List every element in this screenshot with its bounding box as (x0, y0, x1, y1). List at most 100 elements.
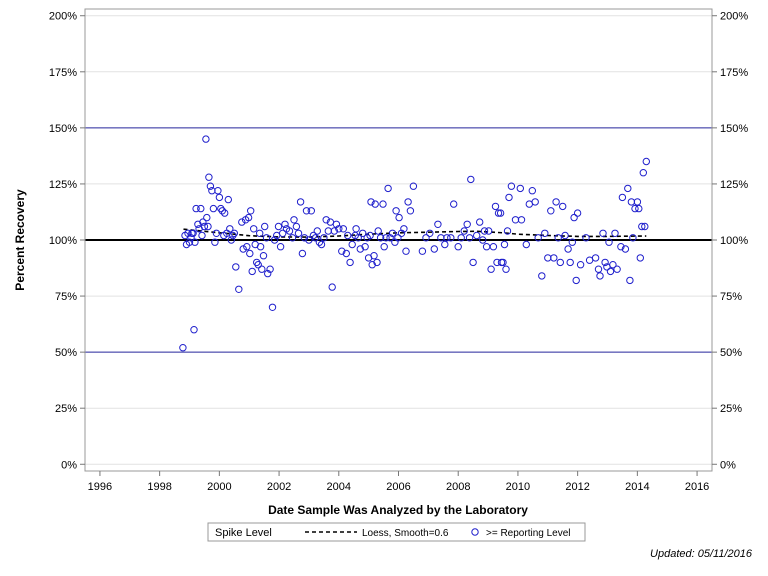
data-point (397, 229, 406, 238)
y-tick-label: 175% (49, 67, 77, 79)
data-point (517, 216, 526, 224)
y-tick-label-right: 100% (720, 235, 748, 247)
data-point (605, 238, 613, 246)
x-axis-title: Date Sample Was Analyzed by the Laborato… (268, 503, 528, 517)
data-point (395, 213, 403, 222)
y-tick-label-right: 25% (720, 403, 742, 415)
reference-lines (85, 127, 712, 353)
legend: Spike Level Loess, Smooth=0.6 >= Reporti… (207, 522, 586, 542)
data-point (476, 218, 484, 226)
data-point (200, 222, 209, 231)
data-point (256, 229, 264, 238)
data-point (570, 213, 578, 222)
x-axis: 1996 1998 2000 2002 2004 2006 2008 2010 2012 2014… (88, 471, 709, 493)
data-point (426, 229, 434, 238)
data-point (485, 227, 493, 235)
updated-footnote: Updated: 05/11/2016 (650, 548, 752, 560)
data-point (561, 231, 569, 240)
data-point (460, 227, 468, 235)
data-point (409, 182, 418, 190)
data-point (494, 209, 503, 217)
data-point (552, 198, 560, 206)
data-point (285, 227, 294, 235)
data-point (392, 207, 400, 215)
data-point (332, 220, 341, 229)
data-point (298, 249, 307, 258)
y-tick-label-right: 125% (720, 179, 748, 191)
data-point (300, 234, 309, 242)
legend-title: Spike Level (215, 527, 272, 539)
data-point (400, 225, 408, 233)
x-tick-label: 2008 (446, 481, 470, 493)
data-point (384, 184, 392, 193)
data-point (270, 236, 279, 244)
y-tick-label: 150% (49, 123, 77, 135)
data-point (218, 207, 227, 215)
loess-line (183, 228, 647, 238)
data-point (302, 207, 311, 215)
data-point (235, 285, 243, 293)
data-point (627, 198, 636, 206)
data-point (418, 247, 427, 255)
data-point (322, 216, 330, 224)
data-point (621, 245, 630, 253)
data-point (232, 263, 240, 271)
data-point (487, 265, 495, 273)
x-tick-label: 2012 (565, 481, 589, 493)
data-point (246, 249, 254, 258)
data-point (192, 204, 200, 213)
y-axis-left: 0% 25% 50% 75% 100% 125% 150% 175% 200% (49, 11, 85, 471)
data-point (434, 220, 442, 229)
y-tick-label-right: 50% (720, 347, 742, 359)
data-point (534, 234, 542, 242)
data-point (211, 238, 219, 246)
y-tick-label: 25% (55, 403, 77, 415)
data-point (203, 213, 211, 222)
data-point (239, 245, 247, 253)
data-point (288, 234, 297, 242)
data-point (324, 227, 332, 235)
data-point (215, 193, 224, 202)
x-tick-label: 2004 (327, 481, 351, 493)
data-point (480, 227, 489, 235)
data-point (386, 234, 394, 242)
data-point (206, 182, 215, 190)
data-point (315, 238, 324, 246)
data-point (276, 243, 285, 251)
data-point (601, 258, 609, 267)
y-axis-title: Percent Recovery (13, 189, 27, 291)
data-point (496, 209, 505, 217)
data-point (224, 195, 233, 204)
y-tick-label: 125% (49, 179, 77, 191)
data-point (606, 267, 615, 276)
data-point (500, 240, 509, 249)
data-point (404, 198, 412, 206)
data-point (376, 234, 385, 242)
data-point (541, 229, 549, 238)
data-point (450, 200, 458, 208)
legend-marker-swatch (471, 528, 479, 536)
data-point (473, 231, 481, 240)
data-point (185, 238, 194, 246)
data-point (503, 227, 512, 235)
data-point (190, 326, 198, 334)
data-point (346, 258, 354, 267)
y-tick-label-right: 75% (720, 291, 742, 303)
data-point (342, 249, 350, 258)
data-point (226, 225, 234, 233)
data-point (430, 245, 438, 253)
data-point (311, 234, 320, 242)
data-point (294, 229, 303, 238)
x-tick-label: 2010 (506, 481, 530, 493)
data-point (281, 220, 289, 229)
data-point (547, 207, 555, 215)
legend-box (207, 522, 586, 542)
data-point (335, 225, 343, 233)
data-point (290, 216, 298, 224)
data-point (511, 216, 520, 224)
data-point (633, 198, 642, 206)
data-point (274, 222, 283, 231)
data-point (559, 202, 567, 211)
data-point (370, 252, 378, 260)
